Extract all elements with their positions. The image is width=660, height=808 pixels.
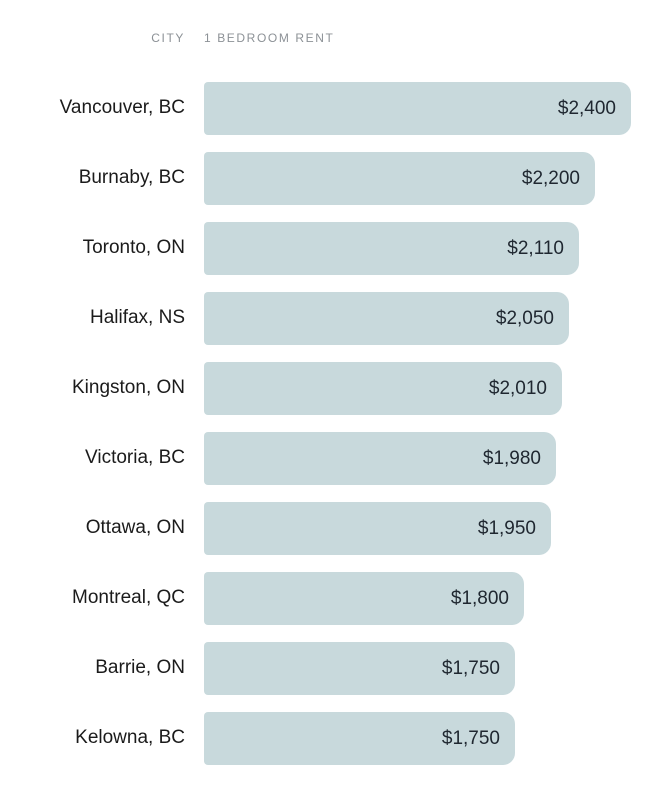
rent-bar: $2,050 (204, 292, 569, 345)
rent-bar: $1,950 (204, 502, 551, 555)
rent-value: $2,200 (521, 167, 580, 189)
rent-bar: $1,980 (204, 432, 556, 485)
rent-value: $1,800 (450, 587, 509, 609)
city-label: Kingston, ON (72, 377, 185, 399)
chart-row: Halifax, NS $2,050 (0, 292, 660, 345)
chart-header: CITY 1 BEDROOM RENT (0, 31, 660, 45)
chart-row: Montreal, QC $1,800 (0, 572, 660, 625)
rent-value: $1,750 (441, 657, 500, 679)
rent-value: $2,050 (495, 307, 554, 329)
chart-row: Kelowna, BC $1,750 (0, 712, 660, 765)
rent-bar: $1,750 (204, 712, 515, 765)
rent-value: $2,110 (507, 237, 564, 259)
column-header-rent: 1 BEDROOM RENT (204, 31, 335, 45)
chart-row: Barrie, ON $1,750 (0, 642, 660, 695)
bar-track: $2,110 (204, 222, 579, 275)
rent-bar: $2,400 (204, 82, 631, 135)
bar-track: $1,750 (204, 642, 515, 695)
city-label: Toronto, ON (82, 237, 185, 259)
rent-value: $2,010 (488, 377, 547, 399)
chart-row: Toronto, ON $2,110 (0, 222, 660, 275)
chart-row: Kingston, ON $2,010 (0, 362, 660, 415)
bar-track: $2,400 (204, 82, 631, 135)
bar-track: $1,980 (204, 432, 556, 485)
city-label: Kelowna, BC (75, 727, 185, 749)
chart-row: Victoria, BC $1,980 (0, 432, 660, 485)
rent-value: $1,980 (482, 447, 541, 469)
city-label: Burnaby, BC (78, 167, 185, 189)
bar-track: $1,800 (204, 572, 524, 625)
chart-row: Vancouver, BC $2,400 (0, 82, 660, 135)
city-label: Halifax, NS (89, 307, 185, 329)
city-label: Montreal, QC (72, 587, 185, 609)
bar-track: $1,750 (204, 712, 515, 765)
chart-rows: Vancouver, BC $2,400 Burnaby, BC $2,200 … (0, 82, 660, 765)
bar-track: $2,200 (204, 152, 595, 205)
chart-row: Ottawa, ON $1,950 (0, 502, 660, 555)
city-label: Vancouver, BC (59, 97, 185, 119)
column-header-city: CITY (151, 31, 185, 45)
chart-row: Burnaby, BC $2,200 (0, 152, 660, 205)
rent-value: $2,400 (557, 97, 616, 119)
rent-value: $1,750 (441, 727, 500, 749)
bar-track: $1,950 (204, 502, 551, 555)
rent-bar: $1,750 (204, 642, 515, 695)
rent-value: $1,950 (477, 517, 536, 539)
city-label: Barrie, ON (95, 657, 185, 679)
rent-bar: $2,010 (204, 362, 562, 415)
rent-bar: $1,800 (204, 572, 524, 625)
city-label: Victoria, BC (85, 447, 185, 469)
city-label: Ottawa, ON (85, 517, 185, 539)
rent-bar: $2,200 (204, 152, 595, 205)
rent-bar-chart: CITY 1 BEDROOM RENT Vancouver, BC $2,400… (0, 31, 660, 765)
bar-track: $2,010 (204, 362, 562, 415)
bar-track: $2,050 (204, 292, 569, 345)
rent-bar: $2,110 (204, 222, 579, 275)
